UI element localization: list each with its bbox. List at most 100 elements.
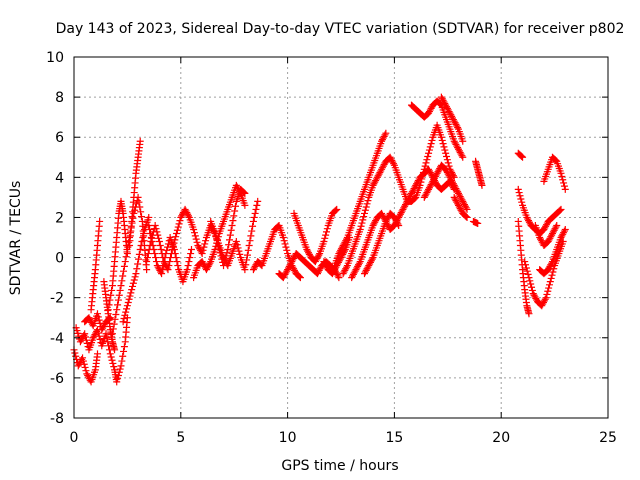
data-point bbox=[137, 208, 145, 216]
data-point bbox=[542, 222, 550, 230]
data-point bbox=[405, 194, 413, 202]
data-point bbox=[444, 170, 452, 178]
data-point bbox=[225, 241, 233, 249]
data-point bbox=[529, 290, 537, 298]
data-point bbox=[431, 174, 439, 182]
data-point bbox=[378, 137, 386, 145]
data-point bbox=[168, 246, 176, 254]
data-point bbox=[528, 286, 536, 294]
data-point bbox=[361, 268, 369, 276]
data-point bbox=[539, 298, 547, 306]
data-point bbox=[454, 145, 462, 153]
data-point bbox=[127, 289, 135, 297]
data-point bbox=[295, 272, 303, 280]
data-point bbox=[349, 272, 357, 280]
data-point bbox=[93, 327, 101, 335]
data-point bbox=[231, 207, 239, 215]
data-point bbox=[401, 202, 409, 210]
data-point bbox=[220, 254, 228, 262]
data-point bbox=[123, 302, 131, 310]
data-point bbox=[454, 189, 462, 197]
data-point bbox=[243, 256, 251, 264]
data-point bbox=[408, 188, 416, 196]
data-point bbox=[105, 342, 113, 350]
data-point bbox=[170, 239, 178, 247]
data-point bbox=[393, 218, 401, 226]
data-point bbox=[557, 169, 565, 177]
data-point bbox=[146, 242, 154, 250]
data-point bbox=[224, 246, 232, 254]
data-point bbox=[422, 190, 430, 198]
data-point bbox=[355, 261, 363, 269]
data-point bbox=[438, 136, 446, 144]
data-point bbox=[242, 261, 250, 269]
data-point bbox=[397, 209, 405, 217]
x-tick-label: 20 bbox=[492, 430, 510, 446]
data-point bbox=[118, 357, 126, 365]
data-point bbox=[105, 301, 113, 309]
data-point bbox=[373, 173, 381, 181]
data-point bbox=[167, 254, 175, 262]
data-point bbox=[320, 238, 328, 246]
data-point bbox=[244, 246, 252, 254]
data-point bbox=[109, 359, 117, 367]
data-point bbox=[228, 221, 236, 229]
data-point bbox=[379, 162, 387, 170]
data-point bbox=[544, 238, 552, 246]
data-point bbox=[462, 204, 470, 212]
data-point bbox=[314, 253, 322, 261]
data-point bbox=[328, 270, 336, 278]
data-point bbox=[281, 270, 289, 278]
data-point bbox=[455, 191, 463, 199]
data-point bbox=[400, 204, 408, 212]
data-point bbox=[176, 217, 184, 225]
data-point bbox=[137, 242, 145, 250]
data-point bbox=[433, 169, 441, 177]
data-point bbox=[280, 237, 288, 245]
data-point bbox=[331, 207, 339, 215]
x-tick-labels: 0 5 10 15 20 25 bbox=[70, 430, 617, 446]
data-point bbox=[104, 306, 112, 314]
series-s18 bbox=[339, 121, 458, 278]
data-point bbox=[474, 219, 482, 227]
data-point bbox=[443, 167, 451, 175]
data-point bbox=[198, 250, 206, 258]
data-point bbox=[246, 237, 254, 245]
series-s07 bbox=[108, 193, 151, 338]
data-point bbox=[530, 291, 538, 299]
data-point bbox=[402, 201, 410, 209]
data-point bbox=[403, 197, 411, 205]
data-point bbox=[548, 229, 556, 237]
data-point bbox=[114, 301, 122, 309]
data-point bbox=[426, 143, 434, 151]
data-point bbox=[283, 246, 291, 254]
data-point bbox=[330, 266, 338, 274]
data-point bbox=[378, 211, 386, 219]
data-point bbox=[437, 93, 445, 101]
data-point bbox=[243, 251, 251, 259]
data-point bbox=[550, 265, 558, 273]
data-point bbox=[95, 332, 103, 340]
data-point bbox=[284, 266, 292, 274]
data-point bbox=[552, 223, 560, 231]
data-point bbox=[537, 235, 545, 243]
data-point bbox=[560, 182, 568, 190]
data-point bbox=[120, 315, 128, 323]
data-point bbox=[333, 205, 341, 213]
data-point bbox=[518, 152, 526, 160]
data-point bbox=[423, 189, 431, 197]
data-point bbox=[452, 120, 460, 128]
data-point bbox=[452, 140, 460, 148]
data-point bbox=[454, 188, 462, 196]
data-point bbox=[288, 258, 296, 266]
data-point bbox=[375, 170, 383, 178]
data-point bbox=[99, 324, 107, 332]
data-point bbox=[153, 228, 161, 236]
data-point bbox=[444, 106, 452, 114]
data-point bbox=[158, 250, 166, 258]
data-point bbox=[443, 156, 451, 164]
data-point bbox=[202, 237, 210, 245]
data-point bbox=[82, 367, 90, 375]
data-point bbox=[249, 217, 257, 225]
data-point bbox=[164, 240, 172, 248]
